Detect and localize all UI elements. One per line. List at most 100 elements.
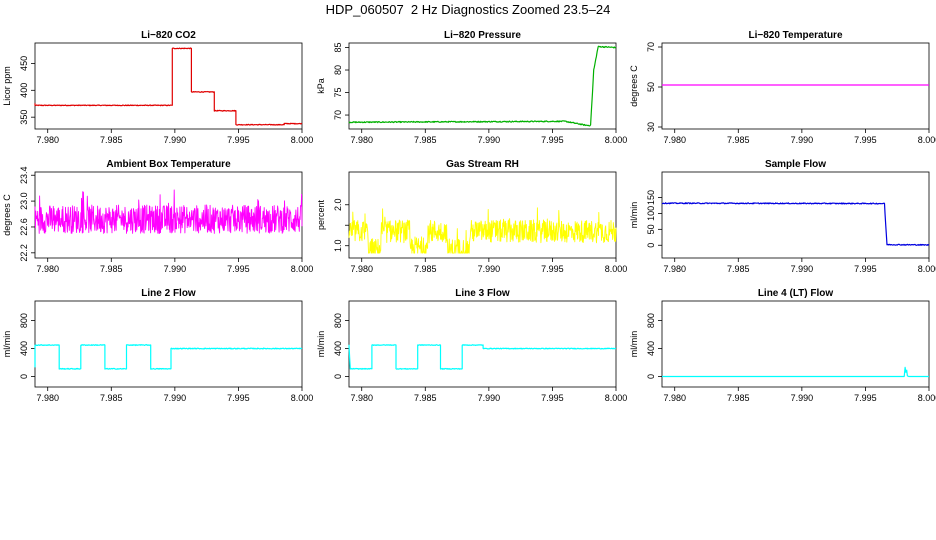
plot-frame	[348, 171, 617, 259]
panel-title: Li−820 Pressure	[444, 30, 521, 41]
y-tick-label: 400	[19, 341, 29, 356]
y-tick-label: 0	[333, 374, 343, 379]
panel-title: Line 4 (LT) Flow	[758, 288, 834, 299]
y-tick-label: 450	[19, 56, 29, 71]
chart-panel-6: Sample Flow ml/min 7.980 7.985 7.990 7.995 8.0…	[629, 159, 936, 274]
x-tick-label: 7.985	[414, 393, 437, 403]
y-tick-label: 800	[19, 313, 29, 328]
series-line	[662, 366, 929, 378]
panel-title: Line 3 Flow	[455, 288, 510, 299]
y-tick-label: 350	[19, 110, 29, 125]
y-tick-label: 800	[333, 313, 343, 328]
chart-panel-1: Li−820 CO2 Licor ppm 7.980 7.985 7.990 7.995 8…	[2, 30, 313, 145]
y-tick-label: 23.4	[19, 166, 29, 184]
x-tick-label: 7.990	[478, 393, 501, 403]
x-tick-label: 7.995	[541, 264, 564, 274]
y-tick-label: 50	[646, 82, 656, 92]
y-axis-label: ml/min	[2, 331, 12, 358]
x-tick-label: 7.985	[727, 393, 750, 403]
y-tick-label: 70	[646, 42, 656, 52]
plot-frame	[348, 300, 617, 388]
x-tick-label: 7.980	[350, 393, 373, 403]
series-line	[348, 344, 617, 370]
y-tick-label: 70	[333, 110, 343, 120]
y-axis-label: percent	[316, 199, 326, 230]
series-line	[34, 47, 303, 126]
y-tick-label: 2.0	[333, 199, 343, 212]
y-tick-label: 400	[333, 341, 343, 356]
y-tick-label: 150	[646, 190, 656, 205]
x-tick-label: 7.990	[164, 264, 187, 274]
plot-frame	[348, 42, 617, 130]
y-tick-label: 800	[646, 313, 656, 328]
x-tick-label: 7.990	[164, 393, 187, 403]
x-tick-label: 7.990	[791, 264, 814, 274]
x-tick-label: 8.000	[918, 135, 936, 145]
plot-frame	[34, 42, 303, 130]
panel-title: Li−820 CO2	[141, 30, 196, 41]
chart-panel-3: Li−820 Temperature degrees C 7.980 7.985 7.9…	[629, 30, 936, 145]
x-tick-label: 7.985	[727, 264, 750, 274]
x-tick-label: 7.995	[227, 135, 250, 145]
panel-title: Li−820 Temperature	[748, 30, 842, 41]
y-axis-label: Licor ppm	[2, 66, 12, 106]
chart-panel-2: Li−820 Pressure kPa 7.980 7.985 7.990 7.995 8.…	[316, 30, 627, 145]
x-tick-label: 8.000	[291, 393, 314, 403]
y-tick-label: 400	[19, 83, 29, 98]
x-tick-label: 8.000	[291, 264, 314, 274]
y-axis-label: degrees C	[2, 194, 12, 236]
chart-panel-4: Ambient Box Temperature degrees C 7.980 7.9…	[2, 159, 313, 274]
x-tick-label: 8.000	[918, 393, 936, 403]
x-tick-label: 7.990	[791, 393, 814, 403]
y-tick-label: 0	[646, 243, 656, 248]
x-tick-label: 8.000	[918, 264, 936, 274]
series-line	[34, 344, 303, 370]
x-tick-label: 7.980	[36, 264, 59, 274]
x-tick-label: 8.000	[605, 393, 628, 403]
x-tick-label: 7.980	[36, 393, 59, 403]
series-line	[348, 45, 617, 127]
x-tick-label: 7.995	[854, 135, 877, 145]
x-tick-label: 7.990	[791, 135, 814, 145]
x-tick-label: 7.985	[414, 135, 437, 145]
x-tick-label: 7.980	[663, 264, 686, 274]
x-tick-label: 7.985	[100, 264, 123, 274]
plot-frame	[661, 171, 930, 259]
chart-panel-7: Line 2 Flow ml/min 7.980 7.985 7.990 7.995 8.0…	[2, 288, 313, 403]
x-tick-label: 7.980	[350, 264, 373, 274]
y-tick-label: 0	[19, 374, 29, 379]
panel-title: Line 2 Flow	[141, 288, 196, 299]
chart-panel-9: Line 4 (LT) Flow ml/min 7.980 7.985 7.990 7.9…	[629, 288, 936, 403]
y-tick-label: 22.2	[19, 244, 29, 262]
plot-frame	[661, 300, 930, 388]
y-tick-label: 50	[646, 224, 656, 234]
x-tick-label: 7.995	[854, 264, 877, 274]
y-axis-label: ml/min	[629, 202, 639, 229]
panel-title: Ambient Box Temperature	[106, 159, 231, 170]
y-tick-label: 22.6	[19, 218, 29, 236]
x-tick-label: 7.990	[478, 264, 501, 274]
chart-panel-8: Line 3 Flow ml/min 7.980 7.985 7.990 7.995 8.0…	[316, 288, 627, 403]
series-line	[34, 189, 303, 234]
y-axis-label: kPa	[316, 78, 326, 94]
y-tick-label: 80	[333, 65, 343, 75]
y-tick-label: 0	[646, 374, 656, 379]
x-tick-label: 7.980	[350, 135, 373, 145]
x-tick-label: 7.985	[100, 393, 123, 403]
page-title: HDP_060507 2 Hz Diagnostics Zoomed 23.5–…	[325, 2, 611, 17]
x-tick-label: 8.000	[605, 264, 628, 274]
plot-frame	[661, 42, 930, 130]
series-line	[348, 207, 617, 254]
y-tick-label: 23.0	[19, 192, 29, 210]
x-tick-label: 7.995	[854, 393, 877, 403]
x-tick-label: 7.995	[541, 393, 564, 403]
y-tick-label: 400	[646, 341, 656, 356]
chart-panel-5: Gas Stream RH percent 7.980 7.985 7.990 7.995…	[316, 159, 627, 274]
y-tick-label: 30	[646, 122, 656, 132]
x-tick-label: 7.980	[663, 393, 686, 403]
panel-title: Sample Flow	[765, 159, 826, 170]
x-tick-label: 7.995	[227, 264, 250, 274]
x-tick-label: 7.985	[100, 135, 123, 145]
x-tick-label: 7.980	[663, 135, 686, 145]
